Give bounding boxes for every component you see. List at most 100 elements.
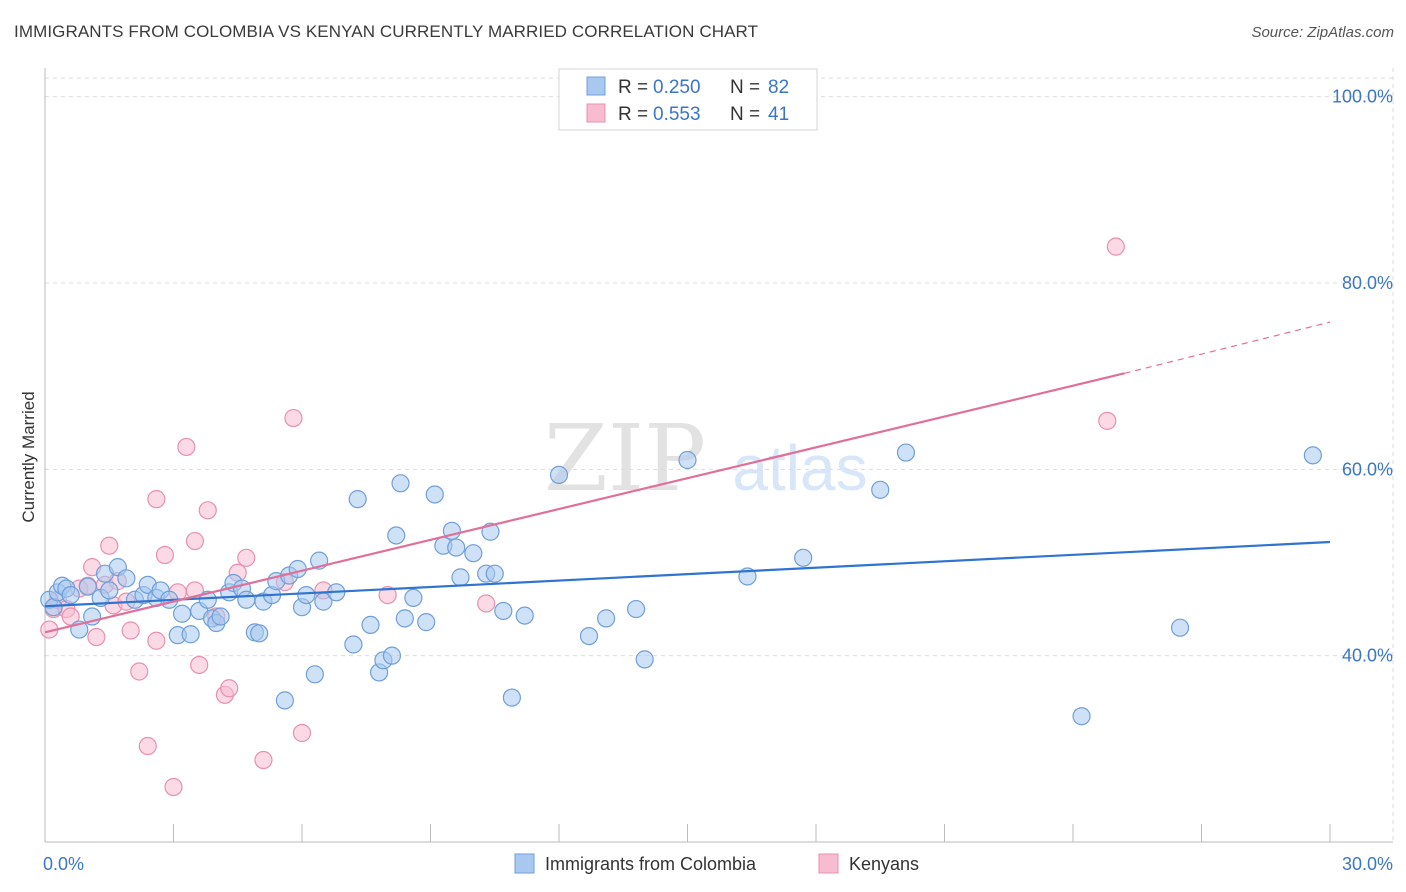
colombia-point [502,688,521,707]
axes: 40.0% 60.0% 80.0% 100.0% [44,68,1393,843]
y-tick-label: 100.0% [1332,87,1393,107]
kenyans-point [87,627,106,647]
colombia-point [348,490,367,509]
kenyans-point [121,621,140,640]
kenyans-point [254,750,273,770]
bottom-legend-swatch-blue [514,853,535,874]
colombia-point [464,544,483,563]
colombia-point [515,606,534,625]
kenyans-point [164,777,183,797]
colombia-point [275,691,294,710]
kenyans-point [185,531,205,551]
colombia-point [404,588,423,607]
top-legend: R = 0.250 N = 82 R = 0.553 N = 41 [558,68,818,131]
kenyans-points [40,237,1125,797]
colombia-point [181,625,200,644]
colombia-point [305,665,324,684]
kenyans-point [100,536,119,555]
gridlines [45,68,1394,842]
legend-r-value-blue: 0.250 [653,77,701,98]
legend-r-value-pink: 0.553 [653,104,701,125]
legend-r-label-blue: R = [618,77,648,98]
colombia-point [391,474,410,493]
colombia-point [297,585,316,605]
bottom-legend: Immigrants from Colombia Kenyans [514,853,919,874]
kenyans-point [177,437,196,457]
colombia-point [198,590,217,609]
bottom-legend-label-pink: Kenyans [849,854,919,874]
colombia-point [494,601,513,621]
legend-r-label-pink: R = [618,104,648,125]
colombia-point [678,450,697,470]
colombia-point [61,585,80,605]
colombia-point [451,568,470,587]
kenyans-trend-extension [1124,321,1331,374]
colombia-point [395,609,414,628]
legend-swatch-pink [586,103,606,123]
kenyans-point [130,662,149,681]
chart-title: IMMIGRANTS FROM COLOMBIA VS KENYAN CURRE… [14,22,759,41]
legend-n-value-blue: 82 [768,77,789,98]
kenyans-point [1106,237,1125,256]
colombia-point [1072,707,1091,726]
colombia-trend-line [44,540,1331,608]
colombia-point [288,559,307,579]
colombia-point [172,604,192,623]
colombia-point [871,480,890,499]
colombia-point [382,646,402,665]
kenyans-point [1098,411,1117,430]
colombia-point [211,607,230,626]
kenyans-point [220,679,239,698]
kenyans-point [155,545,175,565]
kenyans-point [477,594,496,613]
colombia-point [387,526,406,545]
x-tick-label-max: 30.0% [1342,854,1393,874]
colombia-point [579,626,599,646]
kenyans-point [292,723,312,743]
kenyans-point [61,607,80,626]
kenyans-point [378,585,397,605]
kenyans-point [147,631,166,650]
kenyans-point [284,408,303,428]
bottom-legend-swatch-pink [818,853,839,874]
y-axis-title: Currently Married [19,391,38,522]
y-tick-label: 40.0% [1342,646,1393,666]
colombia-point [237,590,256,609]
colombia-point [1303,446,1322,465]
legend-swatch-blue [586,76,606,96]
kenyans-trend-line [44,372,1125,634]
y-tick-label: 60.0% [1342,459,1393,479]
colombia-point [417,613,436,632]
kenyans-point [190,655,209,675]
source-label: Source: ZipAtlas.com [1251,24,1394,41]
colombia-point [549,465,569,485]
colombia-point [794,548,813,567]
colombia-point [361,615,380,635]
colombia-point [344,635,363,654]
colombia-point [78,577,97,596]
bottom-legend-label-blue: Immigrants from Colombia [545,854,757,874]
colombia-point [896,443,916,462]
kenyans-point [138,736,157,756]
watermark-atlas: atlas [732,432,867,504]
colombia-point [485,564,504,583]
trend-lines [44,321,1331,634]
kenyans-point [237,548,256,567]
x-tick-label-min: 0.0% [43,854,84,874]
colombia-point [117,569,136,588]
legend-n-label-blue: N = [730,77,760,98]
kenyans-point [198,501,217,520]
colombia-point [635,650,654,669]
colombia-point [425,485,444,504]
colombia-point [1170,618,1190,637]
colombia-point [626,599,646,619]
legend-n-value-pink: 41 [768,104,789,125]
colombia-point [597,609,616,628]
kenyans-point [147,490,166,509]
legend-n-label-pink: N = [730,104,760,125]
colombia-point [447,538,466,557]
y-tick-label: 80.0% [1342,273,1393,293]
colombia-point [100,581,119,600]
